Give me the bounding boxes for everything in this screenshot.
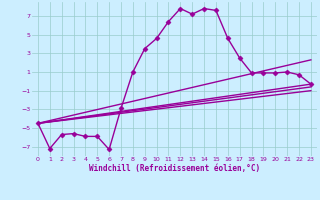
X-axis label: Windchill (Refroidissement éolien,°C): Windchill (Refroidissement éolien,°C) (89, 164, 260, 173)
